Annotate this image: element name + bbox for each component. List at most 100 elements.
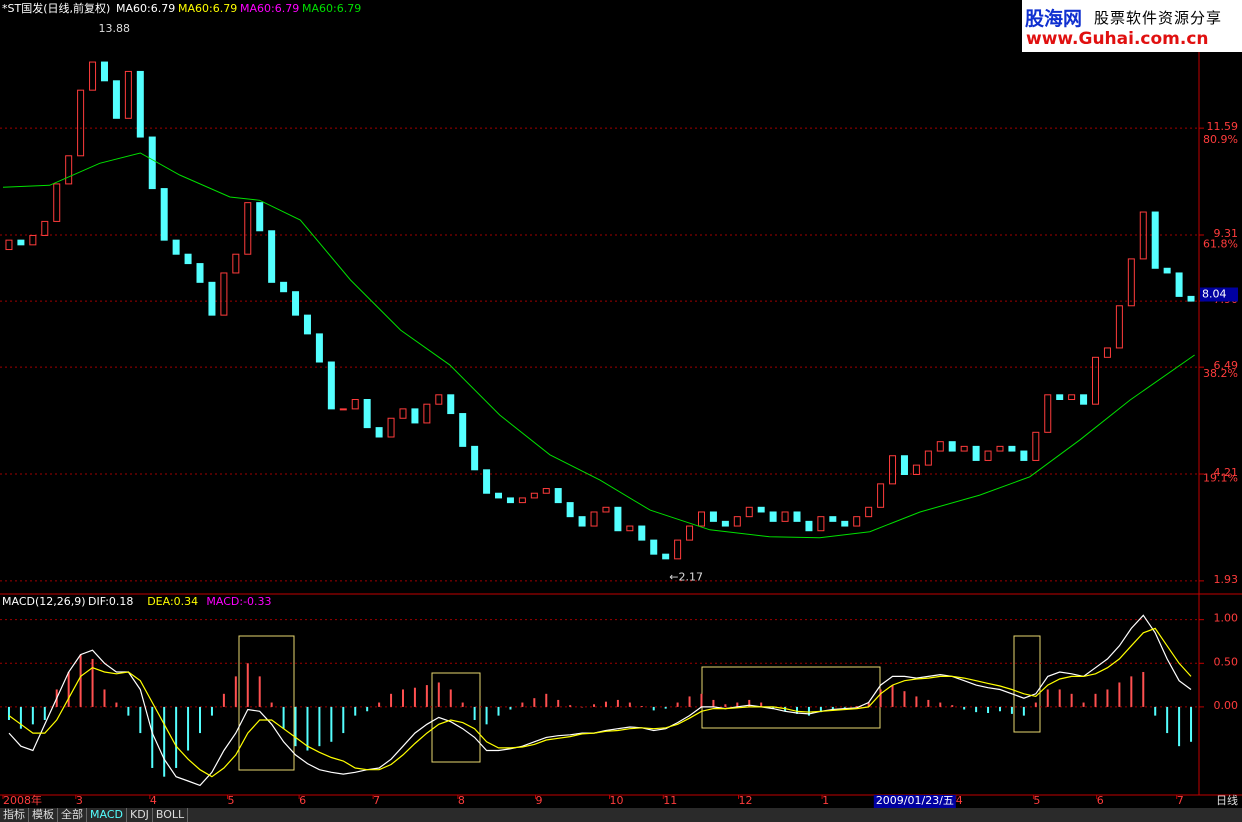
- candle: [100, 61, 108, 82]
- candle: [172, 239, 180, 255]
- macd-bar: [724, 704, 727, 707]
- candle: [399, 408, 407, 419]
- macd-bar: [975, 706, 978, 713]
- candle: [984, 450, 992, 461]
- candle: [972, 445, 980, 461]
- macd-bar: [294, 706, 297, 747]
- candle: [292, 291, 300, 316]
- toolbar-tab[interactable]: 模板: [29, 808, 58, 822]
- candle: [208, 281, 216, 316]
- highlight-box: [238, 635, 295, 771]
- macd-bar: [927, 699, 930, 707]
- macd-bar: [628, 702, 631, 707]
- candle: [29, 234, 37, 246]
- macd-bar: [151, 706, 154, 768]
- macd-bar: [127, 706, 130, 716]
- macd-bar: [807, 706, 810, 716]
- fib-label: 38.2%: [1203, 367, 1238, 380]
- fib-label: 61.8%: [1203, 237, 1238, 250]
- macd-bar: [222, 693, 225, 707]
- candle: [829, 516, 837, 522]
- macd-bar: [545, 693, 548, 707]
- highlight-box: [431, 672, 481, 763]
- macd-bar: [306, 706, 309, 751]
- y-tick-label: 1.00: [1214, 612, 1239, 625]
- macd-bar: [915, 696, 918, 707]
- macd-bar: [1058, 689, 1061, 707]
- x-tick-label: 5: [1033, 794, 1040, 807]
- candle: [148, 136, 156, 190]
- macd-bar: [772, 706, 775, 709]
- x-tick-label: 10: [610, 794, 624, 807]
- macd-bar: [1118, 682, 1121, 707]
- macd-bar: [951, 705, 954, 707]
- macd-bar: [903, 691, 906, 707]
- macd-bar: [318, 706, 321, 747]
- toolbar-tab[interactable]: 指标: [0, 808, 29, 822]
- toolbar-tab[interactable]: KDJ: [127, 808, 153, 822]
- x-tick-label: 12: [739, 794, 753, 807]
- candle: [184, 253, 192, 265]
- macd-bar: [330, 706, 333, 742]
- macd-line: [8, 627, 1192, 778]
- annotation: ←2.17: [669, 571, 703, 584]
- x-tick-label: 11: [663, 794, 677, 807]
- macd-bar: [449, 689, 452, 707]
- y-tick-label: 1.93: [1214, 573, 1239, 586]
- macd-title: MACD(12,26,9): [2, 595, 86, 608]
- toolbar-tab[interactable]: MACD: [87, 808, 127, 822]
- candle: [196, 263, 204, 283]
- candle: [136, 70, 144, 138]
- candle: [745, 506, 753, 518]
- candle: [1175, 272, 1183, 297]
- fib-label: 80.9%: [1203, 133, 1238, 146]
- candle: [781, 511, 789, 522]
- candle: [387, 417, 395, 438]
- macd-bar: [270, 702, 273, 707]
- macd-bar: [843, 706, 846, 708]
- candle: [733, 516, 741, 527]
- macd-bar: [425, 685, 428, 707]
- macd-bar: [533, 698, 536, 707]
- candle: [590, 511, 598, 527]
- candle: [495, 492, 503, 499]
- legend-entry: DIF:0.18: [88, 595, 133, 608]
- macd-bar: [43, 706, 46, 720]
- macd-bar: [210, 706, 213, 716]
- legend-entry: MA60:6.79: [240, 2, 299, 15]
- candle: [709, 511, 717, 522]
- logo-slogan: 股票软件资源分享: [1094, 9, 1223, 27]
- macd-bar: [616, 699, 619, 707]
- macd-bar: [1022, 706, 1025, 716]
- candle: [638, 525, 646, 541]
- candle: [578, 516, 586, 527]
- x-tick-label: 6: [1097, 794, 1104, 807]
- toolbar-tab[interactable]: BOLL: [153, 808, 189, 822]
- highlight-box: [1013, 635, 1041, 733]
- candle: [1008, 445, 1016, 452]
- candle: [936, 441, 944, 452]
- candle: [1127, 258, 1135, 307]
- candle: [554, 488, 562, 504]
- macd-bar: [354, 706, 357, 716]
- candle: [757, 506, 765, 513]
- macd-bar: [652, 706, 655, 711]
- macd-bar: [593, 704, 596, 707]
- macd-bar: [1070, 693, 1073, 707]
- y-tick-label: 0.00: [1214, 699, 1239, 712]
- x-tick-label: 5: [227, 794, 234, 807]
- candle: [793, 511, 801, 522]
- macd-bar: [963, 706, 966, 710]
- candle: [1187, 295, 1195, 302]
- candle: [1103, 347, 1111, 358]
- cursor-date-box: [873, 795, 956, 808]
- candle: [244, 202, 252, 255]
- macd-bar: [891, 685, 894, 707]
- toolbar-tab[interactable]: 全部: [58, 808, 87, 822]
- x-tick-label: 3: [76, 794, 83, 807]
- macd-bar: [401, 689, 404, 707]
- macd-bar: [139, 706, 142, 734]
- x-tick-label: 8: [458, 794, 465, 807]
- candle: [1139, 211, 1147, 260]
